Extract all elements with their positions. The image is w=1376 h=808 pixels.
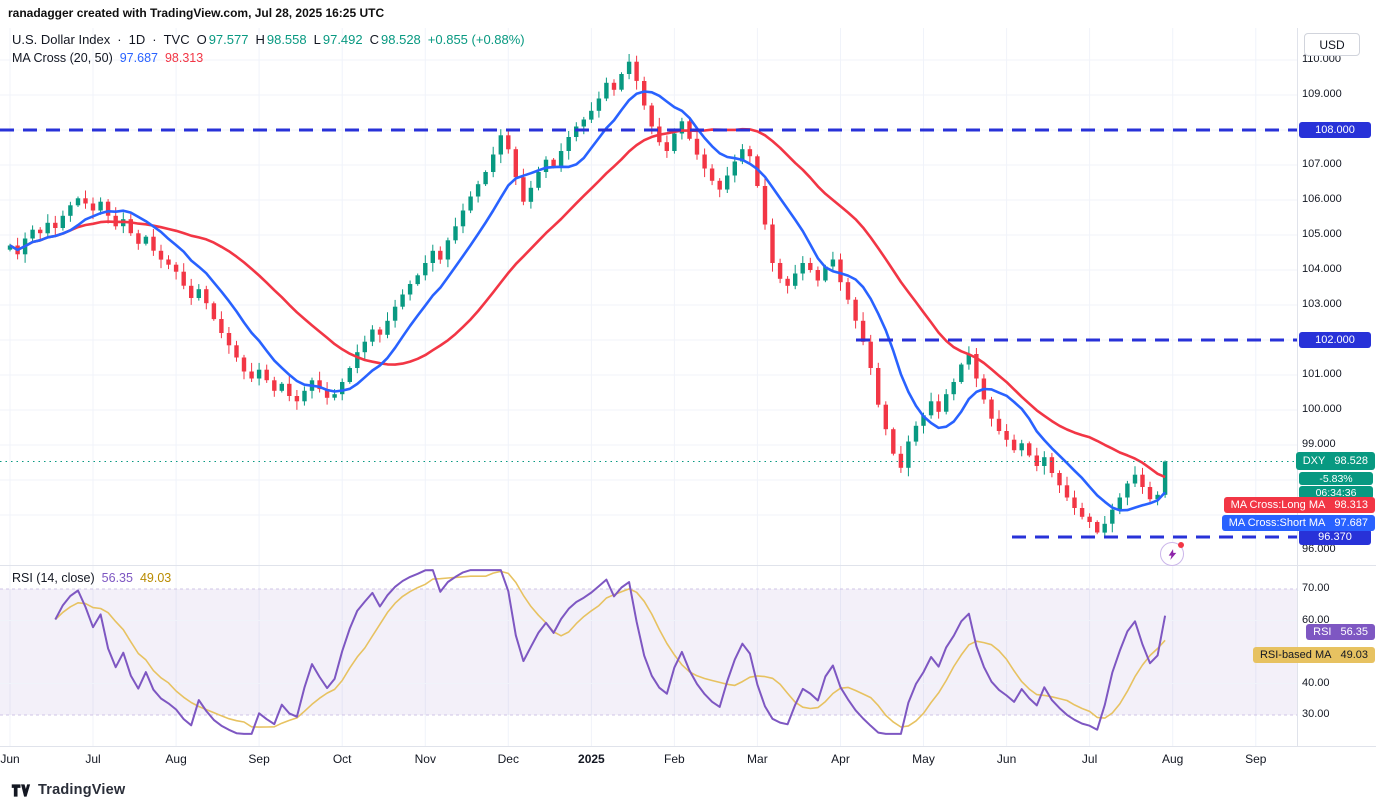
level-price-badge: 102.000	[1299, 332, 1371, 348]
price-scale-border	[1297, 28, 1298, 746]
interval-label[interactable]: 1D	[128, 32, 146, 47]
time-axis-label: Oct	[332, 752, 352, 766]
time-axis-label: Sep	[248, 752, 270, 766]
ma-badge-label: MA Cross:Long MA	[1230, 499, 1326, 511]
ma-value-badge: MA Cross:Short MA 97.687	[1221, 515, 1375, 531]
time-axis-label: Mar	[747, 752, 768, 766]
open-value: 97.577	[208, 32, 249, 47]
price-tick-label: 106.000	[1302, 193, 1342, 205]
flash-alert-icon[interactable]	[1160, 542, 1184, 566]
exchange-label: TVC	[163, 32, 190, 47]
time-axis-label: Aug	[165, 752, 187, 766]
change-value: +0.855 (+0.88%)	[427, 32, 525, 47]
symbol-legend[interactable]: U.S. Dollar Index · 1D · TVC O 97.577 H 98…	[12, 32, 525, 70]
rsi-ma-badge-label: RSI-based MA	[1259, 649, 1332, 661]
rsi-title[interactable]: RSI (14, close)	[12, 571, 95, 585]
rsi-tick-label: 70.00	[1302, 582, 1330, 594]
price-tick-label: 105.000	[1302, 228, 1342, 240]
legend-separator: ·	[117, 32, 122, 47]
level-price-badge: 108.000	[1299, 122, 1371, 138]
rsi-ma-legend-value: 49.03	[139, 571, 172, 585]
ma-badge-value: 98.313	[1334, 499, 1368, 511]
main-price-chart-canvas[interactable]	[0, 28, 1297, 565]
price-tick-label: 100.000	[1302, 403, 1342, 415]
time-axis-label: Jun	[996, 752, 1017, 766]
attribution-text: ranadagger created with TradingView.com,…	[8, 6, 385, 20]
price-tick-label: 99.000	[1302, 438, 1336, 450]
time-axis-label: Feb	[664, 752, 685, 766]
currency-button[interactable]: USD	[1304, 33, 1360, 56]
countdown-badge: 06:34:36	[1299, 486, 1373, 499]
ma-value-badge: MA Cross:Long MA 98.313	[1223, 497, 1375, 513]
time-axis-label: Aug	[1162, 752, 1184, 766]
ma-badge-value: 97.687	[1334, 517, 1368, 529]
time-axis-label: Nov	[414, 752, 436, 766]
rsi-tick-label: 30.00	[1302, 708, 1330, 720]
change-percent-badge: -5.83%	[1299, 472, 1373, 485]
time-axis-label: Jul	[1081, 752, 1098, 766]
legend-separator: ·	[152, 32, 157, 47]
tradingview-logo-text[interactable]: TradingView	[38, 782, 126, 798]
time-axis-label: Dec	[497, 752, 519, 766]
rsi-legend-value: 56.35	[101, 571, 133, 585]
rsi-ma-value-badge: RSI-based MA 49.03	[1252, 647, 1375, 663]
time-axis-label: May	[912, 752, 935, 766]
symbol-legend-row[interactable]: U.S. Dollar Index · 1D · TVC O 97.577 H 98…	[12, 32, 525, 51]
alert-dot	[1178, 542, 1184, 548]
symbol-title[interactable]: U.S. Dollar Index	[12, 32, 111, 47]
high-label: H	[255, 32, 265, 47]
price-tick-label: 101.000	[1302, 368, 1342, 380]
low-label: L	[313, 32, 321, 47]
time-axis-label: 2025	[578, 752, 605, 766]
ma-cross-label[interactable]: MA Cross (20, 50)	[12, 51, 113, 65]
lightning-bolt-icon	[1168, 548, 1176, 560]
close-label: C	[369, 32, 380, 47]
panel-divider[interactable]	[0, 565, 1376, 566]
price-tick-label: 104.000	[1302, 263, 1342, 275]
time-axis-label: Jun	[0, 752, 20, 766]
rsi-value-badge: RSI 56.35	[1306, 624, 1375, 640]
symbol-badge-price: 98.528	[1334, 455, 1368, 467]
price-tick-label: 110.000	[1302, 53, 1341, 65]
ma-cross-legend-row[interactable]: MA Cross (20, 50) 97.687 98.313	[12, 51, 525, 70]
open-label: O	[196, 32, 207, 47]
price-tick-label: 103.000	[1302, 298, 1342, 310]
time-axis-label: Jul	[85, 752, 101, 766]
rsi-tick-label: 40.00	[1302, 677, 1330, 689]
close-value: 98.528	[381, 32, 421, 47]
rsi-legend[interactable]: RSI (14, close) 56.35 49.03	[12, 571, 171, 590]
price-tick-label: 107.000	[1302, 158, 1342, 170]
high-value: 98.558	[266, 32, 307, 47]
level-price-badge: 96.370	[1299, 529, 1371, 545]
rsi-ma-badge-value: 49.03	[1340, 649, 1368, 661]
price-tick-label: 96.000	[1302, 543, 1336, 555]
ma-badge-label: MA Cross:Short MA	[1228, 517, 1326, 529]
rsi-badge-label: RSI	[1313, 626, 1332, 638]
symbol-badge-label: DXY	[1302, 455, 1326, 467]
time-axis-border	[0, 746, 1376, 747]
rsi-badge-value: 56.35	[1340, 626, 1368, 638]
ma-short-legend-value: 97.687	[119, 51, 158, 65]
bottom-bar: TradingView	[0, 772, 1376, 808]
ma-long-legend-value: 98.313	[164, 51, 204, 65]
time-axis-label: Sep	[1245, 752, 1267, 766]
time-axis-label: Apr	[831, 752, 850, 766]
low-value: 97.492	[322, 32, 363, 47]
rsi-panel-canvas[interactable]	[0, 566, 1297, 746]
rsi-tick-label: 60.00	[1302, 614, 1330, 626]
tradingview-logo-icon[interactable]	[10, 780, 31, 801]
symbol-price-badge: DXY 98.528	[1295, 452, 1375, 470]
price-tick-label: 109.000	[1302, 88, 1342, 100]
